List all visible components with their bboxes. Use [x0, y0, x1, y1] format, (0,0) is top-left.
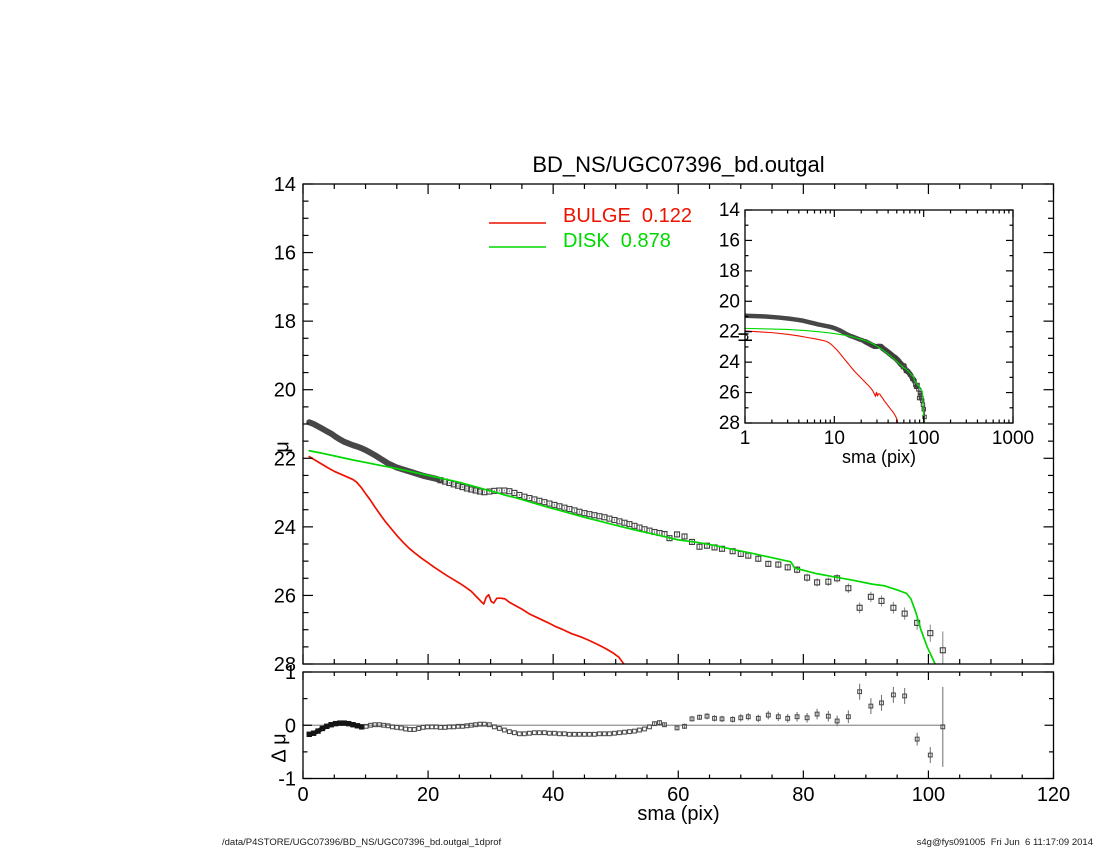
- footer-user-timestamp: s4g@fys091005 Fri Jun 6 11:17:09 2014: [916, 837, 1093, 848]
- svg-text:80: 80: [792, 784, 814, 806]
- svg-text:16: 16: [274, 243, 296, 265]
- svg-text:0: 0: [285, 715, 296, 737]
- svg-text:-1: -1: [278, 769, 296, 791]
- svg-text:24: 24: [274, 517, 296, 539]
- svg-text:20: 20: [719, 291, 740, 312]
- svg-text:26: 26: [274, 585, 296, 607]
- svg-text:1: 1: [285, 662, 296, 684]
- svg-text:18: 18: [719, 261, 740, 282]
- main-x-axis-label: sma (pix): [637, 803, 720, 825]
- svg-text:22: 22: [274, 448, 296, 470]
- svg-text:60: 60: [667, 784, 689, 806]
- svg-text:22: 22: [719, 322, 740, 343]
- svg-text:10: 10: [824, 428, 845, 449]
- svg-text:0: 0: [297, 784, 308, 806]
- svg-text:100: 100: [912, 784, 945, 806]
- svg-text:40: 40: [542, 784, 564, 806]
- svg-text:28: 28: [274, 654, 296, 676]
- svg-text:26: 26: [719, 383, 740, 404]
- svg-text:18: 18: [274, 311, 296, 333]
- svg-text:1000: 1000: [992, 428, 1034, 449]
- inset-x-axis-label: sma (pix): [841, 447, 916, 467]
- svg-text:14: 14: [274, 174, 296, 196]
- svg-text:100: 100: [908, 428, 940, 449]
- svg-text:16: 16: [719, 230, 740, 251]
- svg-text:14: 14: [719, 200, 741, 221]
- footer-file-path: /data/P4STORE/UGC07396/BD_NS/UGC07396_bd…: [222, 837, 502, 848]
- svg-text:24: 24: [719, 352, 741, 373]
- svg-text:20: 20: [417, 784, 439, 806]
- svg-text:20: 20: [274, 380, 296, 402]
- plot-title: BD_NS/UGC07396_bd.outgal: [532, 152, 825, 177]
- legend-disk-label: DISK 0.878: [563, 230, 671, 252]
- svg-text:1: 1: [740, 428, 751, 449]
- svg-text:28: 28: [719, 413, 740, 434]
- legend-bulge-label: BULGE 0.122: [563, 205, 692, 227]
- svg-text:120: 120: [1037, 784, 1070, 806]
